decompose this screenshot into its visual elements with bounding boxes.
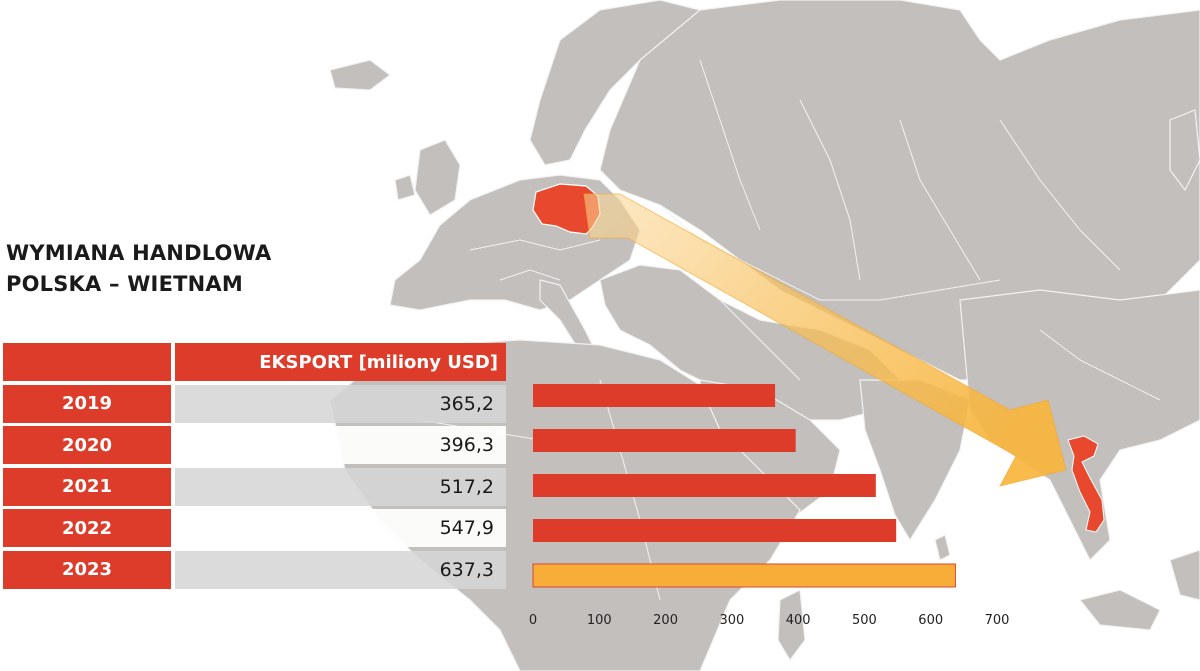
- table-row-value: 396,3: [175, 426, 506, 464]
- bar-2019: [533, 384, 776, 407]
- x-tick-label: 400: [786, 613, 811, 628]
- table-row-year: 2023: [3, 550, 171, 589]
- table-row: 2021 517,2: [3, 467, 506, 506]
- x-tick-label: 200: [653, 613, 678, 628]
- title-line-2: POLSKA – WIETNAM: [6, 272, 243, 296]
- bar-2023: [532, 563, 956, 588]
- table-row: 2022 547,9: [3, 509, 506, 547]
- x-tick-label: 700: [985, 613, 1010, 628]
- table-header-label: EKSPORT [miliony USD]: [175, 343, 506, 381]
- x-tick-label: 600: [918, 613, 943, 628]
- table-header-corner: [3, 343, 171, 381]
- table-row-value: 517,2: [175, 467, 506, 506]
- table-row: 2019 365,2: [3, 384, 506, 423]
- export-table: EKSPORT [miliony USD] 2019 365,2 2020 39…: [3, 343, 506, 589]
- x-tick-label: 500: [852, 613, 877, 628]
- bar-2020: [533, 429, 796, 452]
- table-row-year: 2019: [3, 384, 171, 423]
- x-tick-label: 100: [587, 613, 612, 628]
- title-line-1: WYMIANA HANDLOWA: [6, 241, 272, 265]
- x-tick-label: 300: [719, 613, 744, 628]
- vietnam-icon: [1067, 435, 1105, 533]
- table-row-year: 2022: [3, 509, 171, 547]
- export-bar-chart: 0 100 200 300 400 500 600 700: [529, 384, 1010, 628]
- table-header-row: EKSPORT [miliony USD]: [3, 343, 506, 381]
- table-row-value: 637,3: [175, 550, 506, 589]
- bar-2022: [533, 519, 897, 542]
- page-title: WYMIANA HANDLOWA POLSKA – WIETNAM: [6, 238, 271, 300]
- x-tick-label: 0: [529, 613, 537, 628]
- table-row-value: 547,9: [175, 509, 506, 547]
- table-row: 2020 396,3: [3, 426, 506, 464]
- table-row-year: 2020: [3, 426, 171, 464]
- table-row-year: 2021: [3, 467, 171, 506]
- table-row: 2023 637,3: [3, 550, 506, 589]
- trade-route-arrow-icon: [583, 193, 1067, 487]
- table-row-value: 365,2: [175, 384, 506, 423]
- bar-2021: [533, 474, 876, 497]
